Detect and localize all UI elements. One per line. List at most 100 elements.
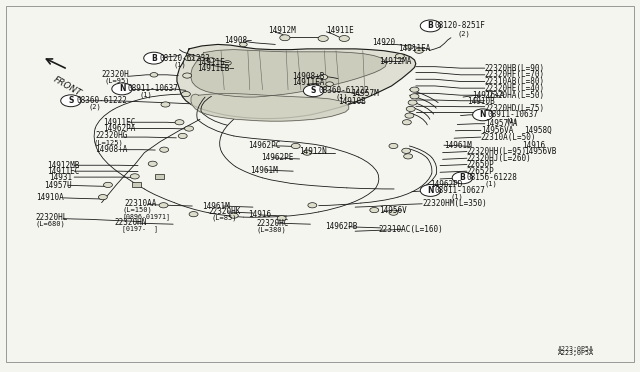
Text: (L=95): (L=95) (104, 77, 130, 84)
Text: 14916+A: 14916+A (472, 91, 504, 100)
Text: 22652P: 22652P (467, 167, 495, 176)
Text: N: N (479, 110, 486, 119)
Circle shape (159, 203, 168, 208)
Circle shape (405, 113, 414, 118)
Text: (1): (1) (505, 118, 518, 124)
Text: S: S (311, 86, 316, 95)
Circle shape (144, 52, 164, 64)
Text: 14911EA: 14911EA (292, 78, 324, 87)
Text: (L=85): (L=85) (211, 214, 237, 221)
Circle shape (339, 36, 349, 41)
Text: 14908—: 14908— (224, 36, 252, 45)
Circle shape (303, 85, 324, 97)
Circle shape (318, 36, 328, 41)
Text: S: S (68, 96, 74, 105)
Text: 14962PB: 14962PB (325, 222, 358, 231)
Circle shape (326, 82, 333, 86)
Text: 14911E—: 14911E— (197, 58, 230, 67)
Text: 22320HF(L=70): 22320HF(L=70) (484, 70, 545, 79)
Circle shape (410, 87, 419, 92)
Text: 14916: 14916 (522, 141, 545, 150)
Circle shape (104, 182, 113, 187)
Text: 14957M: 14957M (351, 89, 378, 98)
Text: (1): (1) (451, 193, 463, 200)
Text: (1): (1) (140, 92, 153, 99)
Circle shape (410, 94, 419, 99)
Circle shape (408, 100, 417, 105)
Bar (155, 174, 164, 179)
Circle shape (308, 203, 317, 208)
Circle shape (161, 102, 170, 107)
Text: 14958Q: 14958Q (524, 126, 552, 135)
Text: A223;0P5A: A223;0P5A (557, 350, 593, 356)
Text: 14908+B: 14908+B (292, 72, 324, 81)
Circle shape (280, 35, 290, 41)
Text: 22320H: 22320H (102, 70, 129, 79)
Text: [0197-  ]: [0197- ] (122, 225, 158, 232)
Polygon shape (191, 49, 387, 97)
Text: B: B (460, 173, 465, 182)
Text: 14961M: 14961M (444, 141, 472, 150)
Circle shape (472, 109, 493, 121)
Text: 14911E: 14911E (326, 26, 354, 35)
Circle shape (370, 208, 379, 213)
Circle shape (402, 148, 411, 153)
Circle shape (181, 92, 190, 97)
Circle shape (148, 161, 157, 166)
Circle shape (303, 150, 312, 155)
Text: B: B (151, 54, 157, 62)
Text: 22320HD(L=75): 22320HD(L=75) (484, 104, 545, 113)
Text: 08360-61222: 08360-61222 (76, 96, 127, 105)
Text: 14912N: 14912N (300, 147, 327, 156)
Text: 08120-8251F: 08120-8251F (435, 22, 486, 31)
Text: 14910B: 14910B (467, 97, 495, 106)
Text: 08360-61222: 08360-61222 (319, 86, 369, 95)
Text: [0896-01971]: [0896-01971] (122, 213, 170, 220)
Text: 14962PC: 14962PC (248, 141, 281, 151)
Circle shape (291, 143, 300, 148)
Circle shape (229, 213, 238, 218)
Text: 14920: 14920 (372, 38, 396, 48)
Text: 14957MA: 14957MA (484, 119, 517, 128)
Circle shape (182, 73, 191, 78)
Circle shape (396, 54, 404, 59)
Text: 14912MA: 14912MA (379, 57, 411, 66)
Text: 14956VA: 14956VA (481, 126, 513, 135)
Circle shape (99, 195, 108, 200)
Text: 14956VB: 14956VB (524, 147, 557, 156)
Text: N: N (428, 186, 434, 195)
Circle shape (207, 58, 215, 62)
Text: A223;0P5A: A223;0P5A (557, 346, 593, 352)
Text: 22310AC(L=160): 22310AC(L=160) (379, 225, 444, 234)
Text: (1): (1) (173, 61, 186, 68)
Circle shape (452, 172, 472, 184)
Circle shape (184, 55, 193, 61)
Text: 14961M: 14961M (250, 166, 278, 174)
Text: 14910B: 14910B (338, 97, 365, 106)
Circle shape (160, 147, 169, 152)
Polygon shape (191, 93, 349, 121)
Circle shape (175, 120, 184, 125)
Text: (2): (2) (89, 104, 102, 110)
Text: 14912MB: 14912MB (47, 161, 79, 170)
Circle shape (189, 212, 198, 217)
Text: 22320HC: 22320HC (256, 219, 289, 228)
Text: 14911EC: 14911EC (103, 118, 135, 127)
Circle shape (404, 154, 413, 159)
Text: 14962PE: 14962PE (261, 153, 294, 162)
Circle shape (61, 95, 81, 107)
Text: 14910A: 14910A (36, 193, 63, 202)
Text: 14961M: 14961M (202, 202, 230, 211)
Text: (1): (1) (484, 181, 497, 187)
Text: 08120-61233: 08120-61233 (159, 54, 210, 62)
Polygon shape (177, 44, 416, 119)
Text: 22310AA: 22310AA (125, 199, 157, 208)
Text: 08911-10637: 08911-10637 (487, 110, 538, 119)
Circle shape (184, 126, 193, 131)
Text: 22320HJ(L=260): 22320HJ(L=260) (467, 154, 532, 163)
Circle shape (277, 216, 286, 221)
Text: 22320HH(L=95): 22320HH(L=95) (467, 147, 527, 156)
Circle shape (112, 83, 132, 95)
Circle shape (420, 185, 441, 196)
Text: 08156-61228: 08156-61228 (467, 173, 518, 182)
